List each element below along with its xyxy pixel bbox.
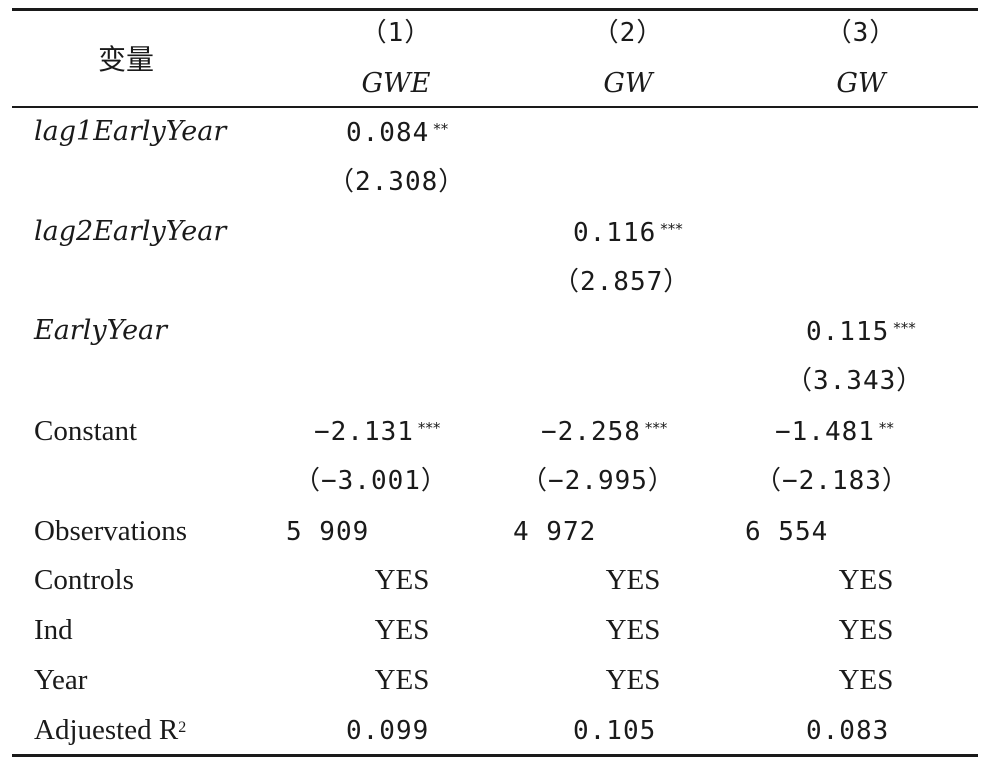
- col2-number: （2）: [592, 18, 664, 48]
- significance-stars: ***: [893, 319, 916, 337]
- year-col2: YES: [605, 664, 661, 696]
- constant-tstat-col2: （−2.995）: [521, 466, 675, 496]
- table-bottom-rule: [12, 754, 978, 757]
- significance-stars: ***: [644, 419, 668, 437]
- year-col3: YES: [838, 664, 894, 696]
- ind-col3: YES: [838, 614, 894, 646]
- col1-dependent: GWE: [361, 68, 431, 99]
- lag1-tstat: （2.308）: [328, 167, 466, 197]
- row-label-observations: Observations: [34, 515, 188, 547]
- row-label-year: Year: [34, 664, 88, 696]
- observations-col3: 6 554: [745, 517, 829, 547]
- row-label-adjusted-r2: Adjuested R2: [34, 714, 187, 746]
- significance-stars: ***: [660, 220, 683, 238]
- lag1-coef: 0.084 **: [346, 118, 449, 148]
- r2-col2: 0.105: [573, 716, 657, 746]
- r2-superscript: 2: [178, 719, 187, 736]
- constant-tstat-col3: （−2.183）: [755, 466, 909, 496]
- controls-col2: YES: [605, 564, 661, 596]
- r2-col3: 0.083: [806, 716, 890, 746]
- row-label-ind: Ind: [34, 614, 73, 646]
- observations-col1: 5 909: [286, 517, 370, 547]
- table-top-rule: [12, 8, 978, 11]
- col3-dependent: GW: [836, 68, 886, 99]
- col1-number: （1）: [360, 18, 432, 48]
- row-label-controls: Controls: [34, 564, 134, 596]
- year-col1: YES: [374, 664, 430, 696]
- controls-col3: YES: [838, 564, 894, 596]
- early-tstat: （3.343）: [786, 366, 924, 396]
- significance-stars: **: [433, 120, 449, 138]
- controls-col1: YES: [374, 564, 430, 596]
- variable-header: 变量: [98, 43, 155, 76]
- row-label-lag2-early-year: lag2EarlyYear: [34, 216, 227, 247]
- lag2-tstat: （2.857）: [553, 267, 691, 297]
- constant-coef-col1: −2.131 ***: [314, 417, 441, 447]
- constant-tstat-col1: （−3.001）: [294, 466, 448, 496]
- observations-col2: 4 972: [513, 517, 597, 547]
- row-label-constant: Constant: [34, 415, 138, 447]
- early-coef: 0.115 ***: [806, 317, 916, 347]
- col3-number: （3）: [825, 18, 897, 48]
- col2-dependent: GW: [603, 68, 653, 99]
- significance-stars: ***: [417, 419, 441, 437]
- constant-coef-col3: −1.481 **: [775, 417, 894, 447]
- significance-stars: **: [878, 419, 894, 437]
- r2-col1: 0.099: [346, 716, 430, 746]
- table-header-rule: [12, 106, 978, 108]
- ind-col2: YES: [605, 614, 661, 646]
- row-label-early-year: EarlyYear: [34, 315, 168, 346]
- ind-col1: YES: [374, 614, 430, 646]
- lag2-coef: 0.116 ***: [573, 218, 683, 248]
- row-label-lag1-early-year: lag1EarlyYear: [34, 116, 227, 147]
- constant-coef-col2: −2.258 ***: [541, 417, 668, 447]
